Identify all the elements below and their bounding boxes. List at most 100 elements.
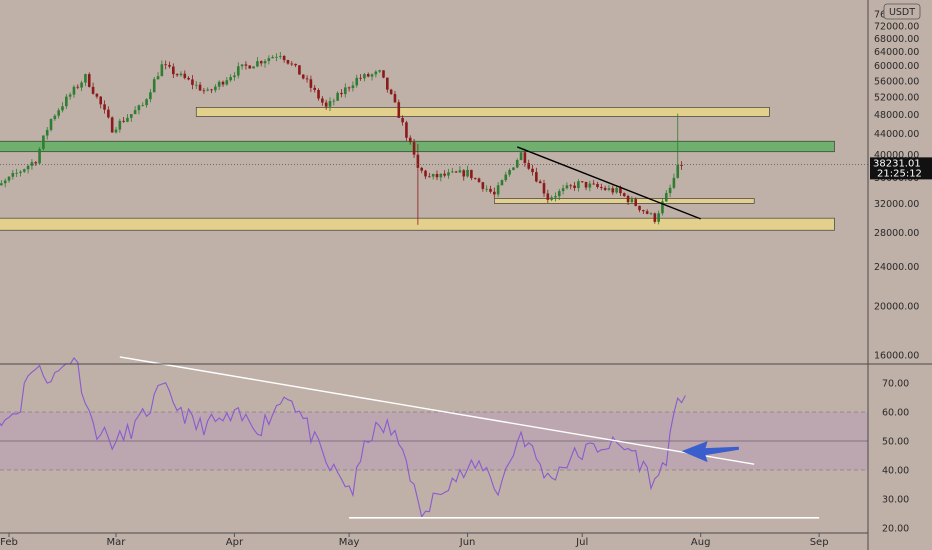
candle-body[interactable] [149, 92, 152, 100]
candle-body[interactable] [324, 102, 328, 107]
candle-body[interactable] [53, 115, 57, 120]
candle-body[interactable] [466, 169, 469, 177]
candle-body[interactable] [84, 74, 87, 83]
candle-body[interactable] [408, 137, 412, 143]
candle-body[interactable] [477, 178, 481, 183]
candle-body[interactable] [126, 117, 129, 122]
candle-body[interactable] [561, 188, 565, 192]
candle-body[interactable] [661, 201, 664, 214]
candle-body[interactable] [470, 169, 473, 179]
candle-body[interactable] [107, 109, 110, 118]
candles-layer[interactable] [0, 51, 683, 225]
candle-body[interactable] [389, 89, 393, 95]
candle-body[interactable] [619, 187, 622, 194]
candle-body[interactable] [374, 71, 378, 75]
candle-body[interactable] [194, 84, 198, 86]
candle-body[interactable] [321, 98, 324, 103]
candle-body[interactable] [386, 77, 389, 90]
candle-body[interactable] [198, 84, 202, 91]
candle-body[interactable] [676, 164, 680, 178]
candle-body[interactable] [141, 105, 145, 106]
candle-body[interactable] [191, 79, 194, 85]
candle-body[interactable] [279, 56, 282, 57]
candle-body[interactable] [508, 170, 511, 175]
candle-body[interactable] [214, 86, 217, 91]
candle-body[interactable] [546, 193, 550, 200]
candle-body[interactable] [634, 199, 638, 206]
candle-body[interactable] [630, 199, 634, 203]
candle-body[interactable] [615, 187, 618, 193]
candle-body[interactable] [294, 63, 297, 66]
candle-body[interactable] [370, 74, 374, 77]
candle-body[interactable] [183, 73, 187, 78]
candle-body[interactable] [271, 56, 274, 59]
candle-body[interactable] [611, 188, 615, 193]
candle-body[interactable] [588, 183, 592, 188]
candle-body[interactable] [38, 148, 41, 164]
candle-body[interactable] [72, 86, 76, 95]
candle-body[interactable] [378, 70, 381, 72]
candle-body[interactable] [133, 110, 137, 115]
candle-body[interactable] [603, 187, 607, 190]
candle-body[interactable] [454, 171, 458, 173]
candle-body[interactable] [175, 74, 179, 76]
candle-body[interactable] [527, 163, 531, 169]
candle-body[interactable] [65, 96, 68, 107]
candle-body[interactable] [290, 63, 294, 65]
candle-body[interactable] [538, 181, 542, 184]
candle-body[interactable] [366, 74, 370, 77]
candle-body[interactable] [87, 74, 91, 87]
candle-body[interactable] [496, 185, 500, 195]
candle-body[interactable] [164, 64, 167, 66]
candle-body[interactable] [405, 122, 408, 138]
candle-body[interactable] [557, 191, 561, 197]
candle-body[interactable] [156, 76, 160, 80]
candle-body[interactable] [225, 80, 229, 85]
candle-body[interactable] [22, 169, 26, 172]
candle-body[interactable] [206, 89, 210, 91]
candle-body[interactable] [202, 90, 206, 92]
candle-body[interactable] [596, 183, 599, 187]
candle-body[interactable] [0, 183, 3, 186]
candle-body[interactable] [256, 61, 259, 67]
candle-body[interactable] [19, 171, 22, 173]
candle-body[interactable] [233, 75, 236, 78]
candle-body[interactable] [401, 117, 404, 123]
candle-body[interactable] [424, 170, 427, 177]
candle-body[interactable] [573, 185, 576, 189]
candle-body[interactable] [229, 77, 232, 81]
candle-body[interactable] [504, 174, 508, 181]
candle-body[interactable] [301, 74, 305, 79]
candle-body[interactable] [317, 90, 320, 99]
candle-body[interactable] [99, 96, 103, 105]
candle-body[interactable] [515, 160, 519, 168]
candle-body[interactable] [110, 117, 114, 133]
candle-body[interactable] [672, 177, 676, 188]
candle-body[interactable] [642, 210, 645, 212]
candle-body[interactable] [664, 193, 668, 202]
candle-body[interactable] [397, 102, 401, 118]
candle-body[interactable] [49, 119, 53, 130]
candle-body[interactable] [668, 187, 672, 194]
candle-body[interactable] [26, 165, 30, 170]
candle-body[interactable] [458, 170, 462, 173]
candle-body[interactable] [68, 94, 72, 97]
candle-body[interactable] [447, 172, 450, 176]
candle-body[interactable] [172, 66, 175, 75]
candle-body[interactable] [30, 162, 34, 166]
candle-body[interactable] [244, 64, 248, 66]
candle-body[interactable] [332, 100, 336, 102]
candle-body[interactable] [657, 213, 660, 222]
candle-body[interactable] [217, 81, 221, 87]
candle-body[interactable] [267, 58, 271, 62]
candle-body[interactable] [600, 186, 603, 188]
candle-body[interactable] [363, 74, 366, 79]
candle-body[interactable] [152, 79, 156, 93]
candle-body[interactable] [355, 77, 359, 86]
candle-body[interactable] [309, 79, 313, 88]
candle-body[interactable] [569, 185, 573, 187]
candle-body[interactable] [286, 60, 290, 64]
candle-body[interactable] [481, 182, 485, 189]
candle-body[interactable] [653, 213, 657, 222]
candle-body[interactable] [577, 181, 580, 189]
